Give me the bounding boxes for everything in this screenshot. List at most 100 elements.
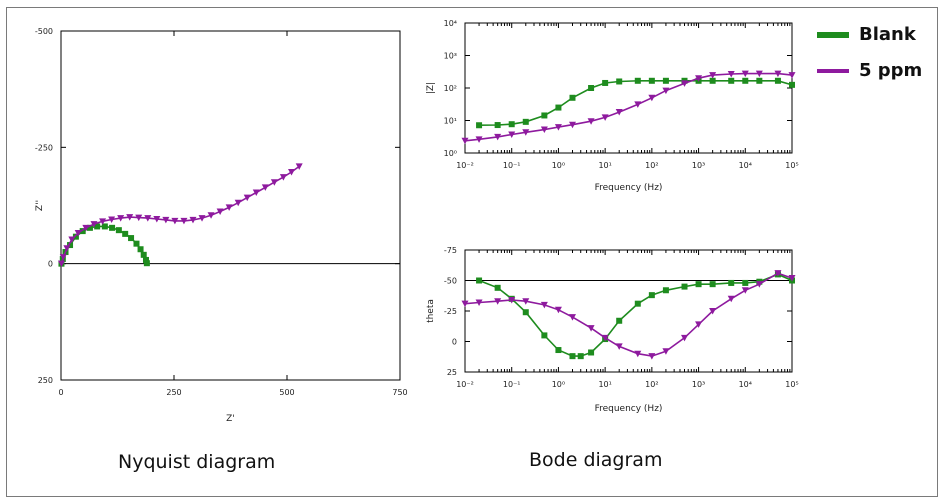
bode-magnitude-point-blank [728,77,735,84]
bode-magnitude-xtick-label: 10³ [692,161,705,170]
nyquist-point-blank [101,223,108,230]
bode-phase-xtick-label: 10² [645,380,658,389]
nyquist-point-blank [94,223,101,230]
nyquist-point-5-ppm [63,245,71,252]
bode-phase-xtick-label: 10¹ [598,380,611,389]
nyquist-point-5-ppm [207,212,215,219]
legend-swatch-blank [817,31,849,38]
bode-magnitude-ytick-label: 10³ [444,52,457,61]
nyquist-point-5-ppm [57,260,65,268]
bode-phase-point-blank [648,292,655,299]
bode-magnitude-point-blank [588,85,595,91]
bode-magnitude-point-blank [508,121,515,128]
bode-phase-point-5-ppm [540,301,548,309]
nyquist-point-5-ppm [90,221,98,228]
bode-phase-line-5-ppm [464,272,793,357]
bode-magnitude-point-blank [555,104,562,111]
bode-magnitude-point-5-ppm [662,87,670,95]
bode-magnitude-point-5-ppm [587,118,595,125]
figure-border [6,7,938,497]
bode-phase-line-blank [478,273,793,357]
nyquist-point-blank [137,246,144,253]
bode-magnitude-y-axis-title: |Z| [426,82,436,94]
bode-phase-ytick-label: -50 [444,277,457,286]
nyquist-caption: Nyquist diagram [118,451,276,473]
nyquist-series-5-ppm [57,163,303,268]
nyquist-point-5-ppm [198,215,206,222]
legend-swatch-5ppm [817,68,849,73]
bode-phase-point-5-ppm [587,325,595,332]
nyquist-plot-frame [60,30,401,381]
bode-magnitude-point-5-ppm [568,121,576,129]
bode-phase-point-5-ppm [695,321,703,328]
bode-magnitude-point-5-ppm [540,126,548,134]
bode-phase-point-blank [541,332,548,339]
bode-phase-point-5-ppm [634,350,642,358]
nyquist-point-blank [109,224,116,231]
bode-magnitude-xtick-label: 10⁻¹ [503,161,521,170]
nyquist-point-5-ppm [126,214,134,221]
bode-phase-point-5-ppm [648,353,656,360]
nyquist-point-5-ppm [270,179,278,186]
nyquist-point-blank [122,230,129,237]
bode-magnitude-point-blank [476,122,483,129]
bode-magnitude-point-blank [756,77,763,84]
bode-phase-point-blank [522,309,529,316]
bode-magnitude-point-5-ppm [554,124,562,131]
bode-magnitude-ytick-label: 10⁴ [444,19,457,28]
nyquist-point-blank [79,228,86,235]
nyquist-point-5-ppm [261,184,269,191]
bode-magnitude-point-blank [709,77,716,84]
bode-phase-xtick-label: 10³ [692,380,705,389]
bode-phase-ytick-label: 25 [447,368,457,377]
nyquist-point-5-ppm [295,163,303,170]
nyquist-x-axis-title: Z' [226,414,235,424]
bode-magnitude-point-blank [602,79,609,86]
nyquist-ytick-label: 0 [48,260,53,269]
bode-phase-point-5-ppm [681,334,689,342]
bode-phase-point-5-ppm [774,270,782,277]
bode-phase-xtick-label: 10⁻² [456,380,474,389]
nyquist-point-5-ppm [171,217,179,225]
bode-magnitude-ytick-label: 10¹ [444,117,457,126]
nyquist-point-blank [72,233,79,240]
bode-phase-point-blank [681,283,688,290]
bode-magnitude-point-5-ppm [508,131,516,139]
bode-phase-point-5-ppm [741,287,749,294]
bode-phase-point-blank [555,347,562,354]
bode-phase-point-5-ppm [494,298,502,305]
bode-phase-ytick-label: 0 [452,338,457,347]
bode-magnitude-point-5-ppm [695,75,703,82]
bode-magnitude-point-5-ppm [494,133,502,141]
bode-phase-series-blank [476,271,795,360]
bode-phase-x-axis-title: Frequency (Hz) [595,404,663,414]
bode-magnitude-point-blank [789,81,795,88]
bode-phase-series-5-ppm [461,270,796,360]
bode-magnitude-point-5-ppm [634,101,642,108]
nyquist-point-5-ppm [135,214,143,222]
nyquist-ytick-label: 250 [38,376,53,385]
bode-magnitude-point-5-ppm [601,114,609,121]
bode-phase-ytick-label: -25 [444,307,457,316]
bode-phase-point-5-ppm [461,300,469,308]
bode-phase-xtick-label: 10⁴ [739,380,752,389]
legend-label-5ppm: 5 ppm [859,60,923,81]
bode-phase-point-5-ppm [568,314,576,321]
bode-magnitude-point-5-ppm [755,70,763,78]
bode-phase-ytick-label: -75 [444,246,457,255]
nyquist-point-5-ppm [99,218,107,225]
nyquist-point-5-ppm [82,224,90,232]
nyquist-point-5-ppm [189,216,197,224]
bode-magnitude-point-blank [494,122,501,129]
bode-magnitude-point-blank [742,77,749,84]
bode-phase-point-blank [616,317,623,324]
nyquist-point-blank [143,260,150,267]
bode-phase-point-5-ppm [475,299,483,306]
nyquist-point-blank [128,235,135,242]
nyquist-point-blank [140,251,147,258]
nyquist-point-5-ppm [59,254,67,261]
bode-magnitude-point-5-ppm [475,136,483,143]
nyquist-y-axis-title: Z'' [35,200,45,211]
bode-phase-point-5-ppm [554,306,562,314]
bode-phase-point-blank [728,279,735,286]
